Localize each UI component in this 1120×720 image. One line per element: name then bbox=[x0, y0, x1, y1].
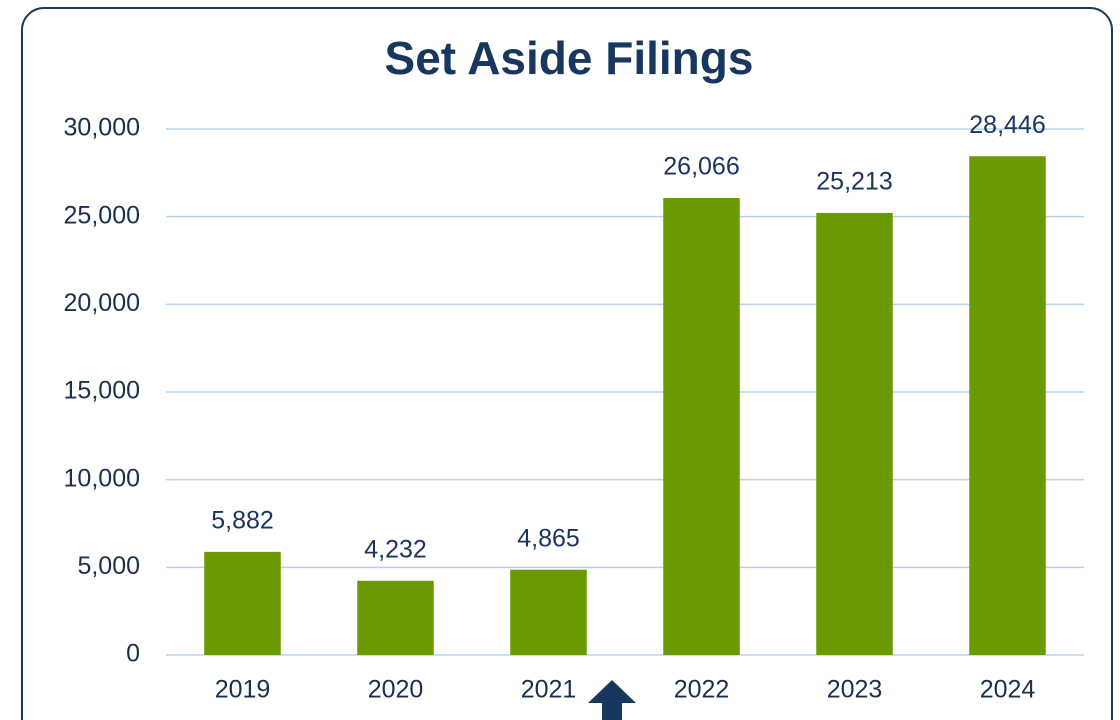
value-label: 26,066 bbox=[663, 153, 739, 181]
y-tick-label: 20,000 bbox=[64, 289, 140, 317]
x-tick-label: 2024 bbox=[980, 676, 1036, 704]
y-tick-label: 25,000 bbox=[64, 201, 140, 229]
y-tick-label: 10,000 bbox=[64, 464, 140, 492]
y-tick-label: 15,000 bbox=[64, 377, 140, 405]
bar bbox=[204, 551, 281, 655]
y-tick-label: 30,000 bbox=[64, 114, 140, 142]
bar bbox=[969, 156, 1046, 655]
bar bbox=[510, 569, 587, 655]
value-label: 25,213 bbox=[816, 168, 892, 196]
value-label: 28,446 bbox=[969, 111, 1045, 139]
value-label: 4,232 bbox=[364, 535, 427, 563]
x-tick-label: 2020 bbox=[368, 676, 424, 704]
y-tick-label: 5,000 bbox=[77, 552, 140, 580]
x-tick-label: 2019 bbox=[215, 676, 271, 704]
bar bbox=[816, 212, 893, 655]
bar bbox=[663, 197, 740, 655]
arrow bbox=[588, 680, 636, 720]
y-tick-label: 0 bbox=[126, 640, 140, 668]
bar bbox=[357, 580, 434, 655]
value-label: 4,865 bbox=[517, 524, 580, 552]
chart-title: Set Aside Filings bbox=[385, 32, 754, 84]
x-tick-label: 2022 bbox=[674, 676, 730, 704]
value-label: 5,882 bbox=[211, 506, 274, 534]
x-tick-label: 2021 bbox=[521, 676, 577, 704]
x-tick-label: 2023 bbox=[827, 676, 883, 704]
